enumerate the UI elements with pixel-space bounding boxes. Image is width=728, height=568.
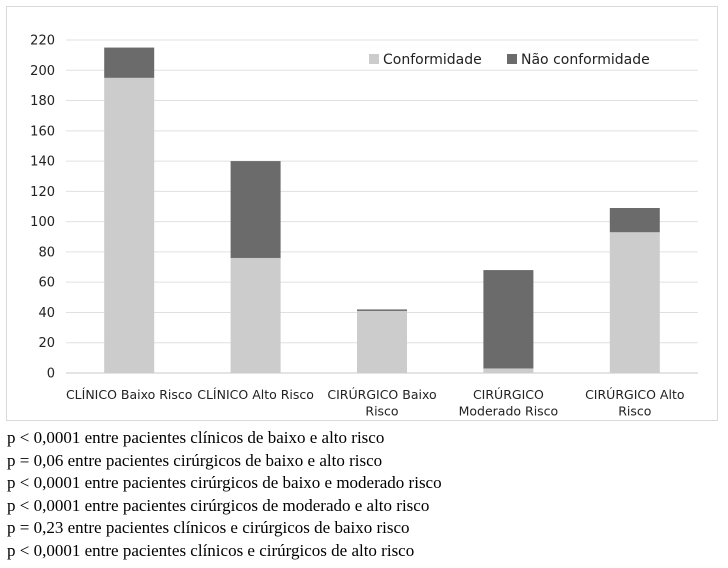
- y-tick-label: 100: [30, 215, 55, 230]
- y-tick-label: 40: [38, 306, 55, 321]
- legend-swatch: [507, 54, 517, 64]
- y-tick-label: 80: [38, 245, 55, 260]
- bar-segment: [104, 47, 155, 78]
- y-tick-label: 200: [30, 64, 55, 79]
- y-tick-label: 120: [30, 185, 55, 200]
- bar-segment: [357, 310, 407, 373]
- y-tick-label: 140: [30, 155, 55, 170]
- x-tick-label: CIRÚRGICO: [473, 387, 544, 402]
- note-line: p < 0,0001 entre pacientes cirúrgicos de…: [7, 473, 442, 493]
- bar-segment: [357, 309, 407, 311]
- note-line: p < 0,0001 entre pacientes clínicos de b…: [7, 428, 385, 447]
- note-line: p = 0,06 entre pacientes cirúrgicos de b…: [7, 450, 383, 470]
- x-tick-label: Risco: [618, 404, 651, 419]
- bar-segment: [609, 208, 660, 233]
- note-line: p = 0,23 entre pacientes clínicos e cirú…: [7, 518, 410, 538]
- bar-segment: [483, 270, 534, 369]
- bar-segment: [104, 77, 155, 373]
- legend-swatch: [369, 54, 379, 64]
- y-tick-label: 160: [30, 124, 55, 139]
- bar-segment: [609, 232, 660, 373]
- x-tick-label: CLÍNICO Baixo Risco: [66, 387, 193, 402]
- y-tick-label: 220: [30, 34, 55, 49]
- x-tick-label: CIRÚRGICO Alto: [585, 387, 684, 402]
- y-tick-label: 60: [38, 276, 55, 291]
- bar-segment: [483, 368, 534, 373]
- x-tick-label: CIRÚRGICO Baixo: [327, 387, 436, 402]
- bar-segment: [230, 161, 281, 258]
- stacked-bar-chart: 0 20 40 60 80 100 120 140 160 180 200 220 CLÍNICO Ba…: [30, 34, 698, 419]
- y-tick-label: 20: [38, 336, 55, 351]
- note-line: p < 0,0001 entre pacientes clínicos e ci…: [7, 540, 415, 560]
- bar-segment: [230, 257, 281, 373]
- legend-label: Conformidade: [383, 52, 482, 68]
- x-tick-label: Risco: [365, 404, 398, 419]
- note-line: p < 0,0001 entre pacientes cirúrgicos de…: [7, 495, 430, 515]
- y-tick-label: 180: [30, 94, 55, 109]
- x-tick-label: CLÍNICO Alto Risco: [197, 387, 314, 402]
- statistical-notes: p < 0,0001 entre pacientes clínicos de b…: [7, 427, 722, 563]
- legend-label: Não conformidade: [521, 52, 650, 68]
- x-tick-label: Moderado Risco: [459, 404, 559, 419]
- y-tick-label: 0: [47, 367, 55, 382]
